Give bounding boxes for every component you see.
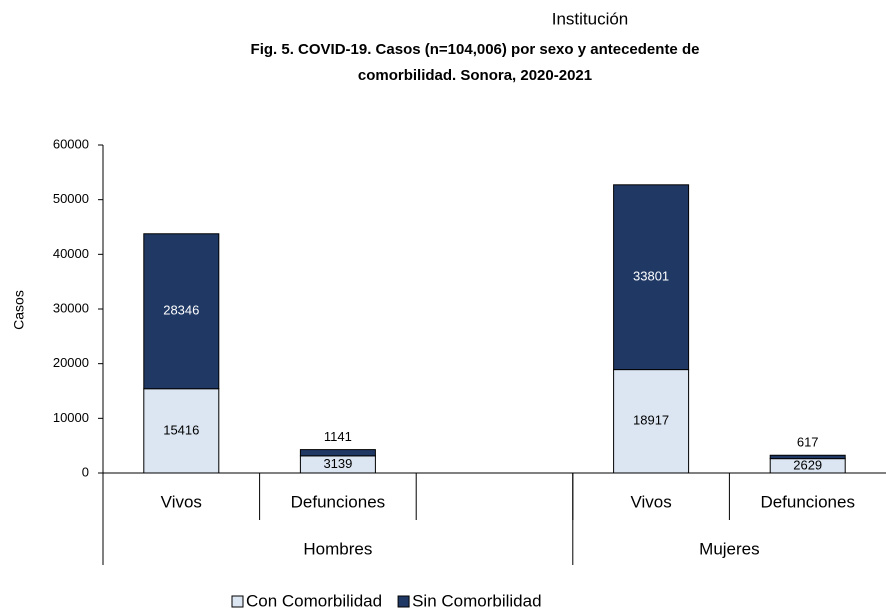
x-tick-label: Vivos [161, 492, 202, 511]
group-label: Hombres [303, 539, 372, 558]
bar-segment [613, 184, 690, 371]
bar-segment [143, 388, 220, 474]
data-label: 15416 [163, 422, 199, 437]
y-tick-label: 0 [82, 464, 89, 479]
y-tick-label: 40000 [53, 246, 89, 261]
legend-label: Con Comorbilidad [246, 591, 382, 609]
chart-title: comorbilidad. Sonora, 2020-2021 [358, 67, 592, 84]
bar-segment [299, 449, 376, 457]
data-label: 617 [797, 435, 819, 450]
legend-label: Sin Comorbilidad [412, 591, 541, 609]
group-label: Mujeres [699, 539, 759, 558]
y-tick-label: 30000 [53, 300, 89, 315]
legend-swatch [397, 595, 410, 608]
x-tick-label: Vivos [630, 492, 671, 511]
data-label: 3139 [323, 456, 352, 471]
chart-title: Fig. 5. COVID-19. Casos (n=104,006) por … [251, 41, 700, 58]
y-tick-label: 50000 [53, 191, 89, 206]
y-axis-label: Casos [11, 290, 27, 330]
data-label: 18917 [633, 413, 669, 428]
y-tick-label: 20000 [53, 355, 89, 370]
bar-segment [613, 369, 690, 474]
y-tick-label: 10000 [53, 410, 89, 425]
data-label: 1141 [324, 429, 352, 444]
legend-swatch [231, 595, 244, 608]
x-tick-label: Defunciones [760, 492, 855, 511]
bar-segment [143, 233, 220, 390]
x-tick-label: Defunciones [291, 492, 386, 511]
y-tick-label: 60000 [53, 136, 89, 151]
data-label: 2629 [793, 457, 822, 472]
chart-header: Institución [552, 9, 629, 28]
bar-segment [769, 454, 846, 460]
data-label: 33801 [633, 269, 669, 284]
data-label: 28346 [163, 303, 199, 318]
